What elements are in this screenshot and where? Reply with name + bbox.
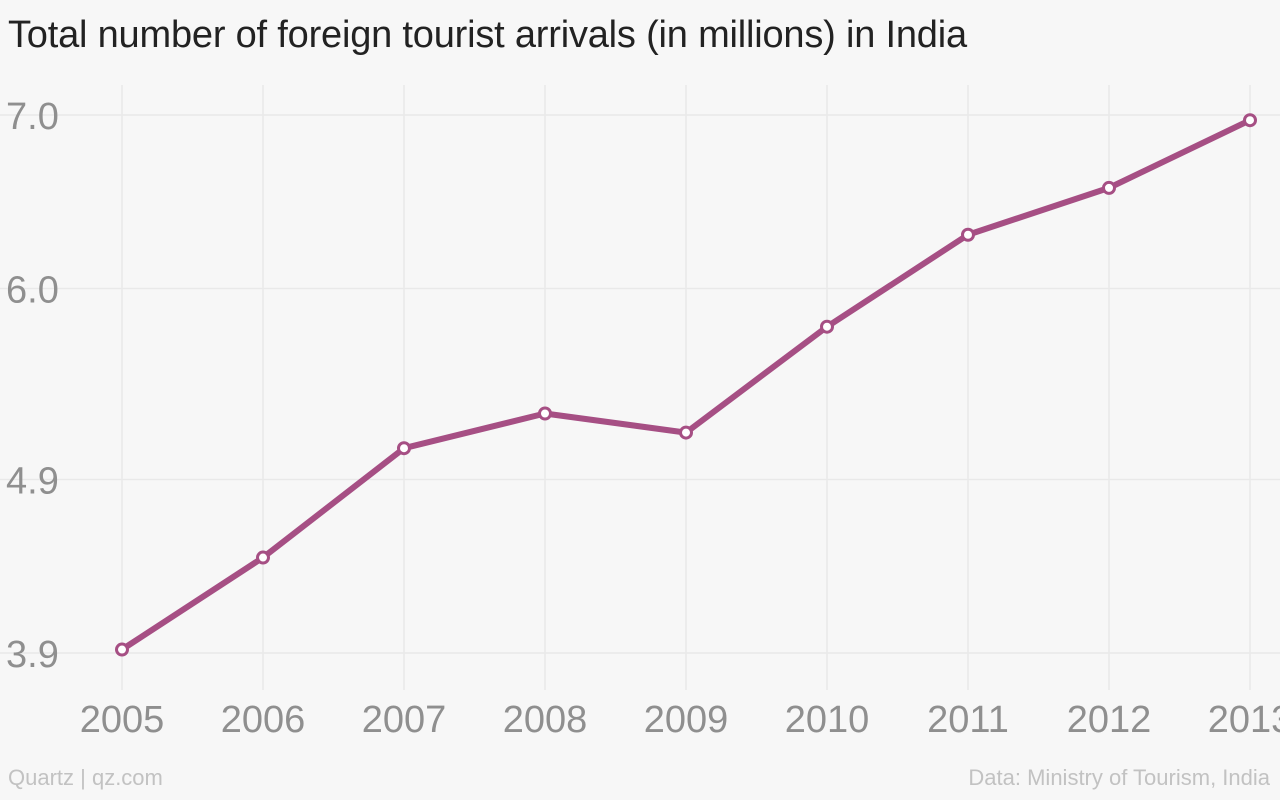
x-tick-label: 2005 [80,699,165,741]
series-group [115,113,1257,657]
data-point-2009 [679,425,693,440]
x-tick-label: 2011 [927,699,1009,741]
data-point-2005 [115,642,129,657]
x-tick-label: 2008 [503,699,588,741]
x-tick-label: 2013 [1208,699,1280,741]
x-tick-label: 2006 [221,699,306,741]
y-tick-label: 6.0 [6,270,59,312]
data-point-2007 [397,441,411,456]
x-tick-label: 2009 [644,699,729,741]
footer-source: Data: Ministry of Tourism, India [968,765,1270,790]
data-point-2006 [256,550,270,565]
x-tick-label: 2012 [1067,699,1152,741]
data-point-2011 [961,227,975,242]
y-tick-label: 7.0 [6,96,59,138]
data-point-2012 [1102,180,1116,195]
y-tick-label: 4.9 [6,460,59,502]
y-axis-tick-labels: 3.9 4.9 6.0 7.0 [6,96,59,676]
x-axis-tick-labels: 2005 2006 2007 2008 2009 2010 2011 2012 2013 [80,699,1280,741]
x-tick-label: 2007 [362,699,447,741]
chart-title: Total number of foreign tourist arrivals… [8,14,967,56]
data-point-2008 [538,406,552,421]
y-tick-label: 3.9 [6,634,59,676]
grid-lines [0,85,1280,690]
x-tick-label: 2010 [785,699,870,741]
footer-credit: Quartz | qz.com [8,765,163,790]
data-point-2010 [820,319,834,334]
data-point-2013 [1243,113,1257,128]
